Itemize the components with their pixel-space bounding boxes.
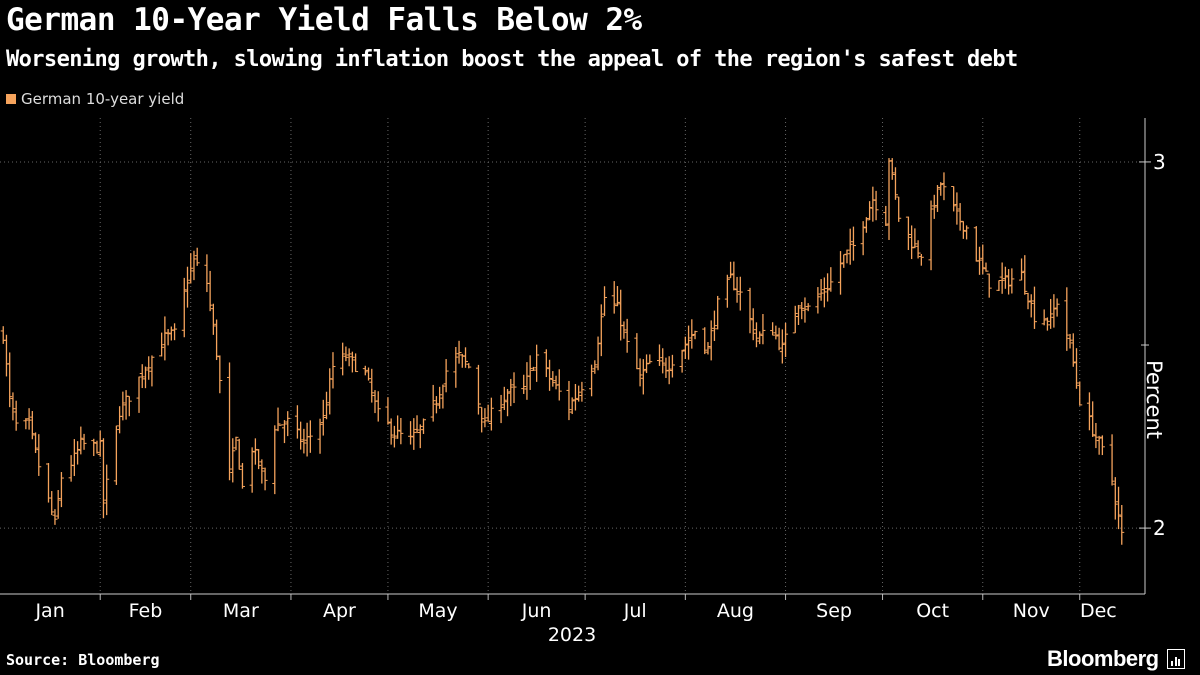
x-tick-label: Oct bbox=[916, 600, 949, 622]
x-tick-label: Mar bbox=[223, 600, 259, 622]
x-tick-label: Nov bbox=[1013, 600, 1050, 622]
legend-label: German 10-year yield bbox=[21, 90, 185, 108]
x-tick-label: Dec bbox=[1080, 600, 1117, 622]
x-tick-label: Sep bbox=[816, 600, 852, 622]
x-tick-label: Jan bbox=[34, 600, 64, 622]
chart-title: German 10-Year Yield Falls Below 2% bbox=[6, 2, 642, 38]
x-tick-label: Jul bbox=[623, 600, 647, 622]
brand-logo: Bloomberg bbox=[1047, 646, 1185, 672]
x-tick-label: Feb bbox=[129, 600, 163, 622]
y-tick-label: 2 bbox=[1153, 516, 1166, 540]
x-tick-label: May bbox=[418, 600, 457, 622]
brand-wordmark: Bloomberg bbox=[1047, 646, 1159, 671]
y-tick-label: 3 bbox=[1153, 150, 1166, 174]
x-tick-label: Aug bbox=[717, 600, 754, 622]
x-tick-label: Apr bbox=[323, 600, 356, 622]
x-axis-year-label: 2023 bbox=[548, 624, 596, 646]
chart-bars-icon bbox=[1166, 649, 1185, 669]
legend: German 10-year yield bbox=[6, 90, 184, 108]
chart-subtitle: Worsening growth, slowing inflation boos… bbox=[6, 47, 1018, 72]
legend-swatch bbox=[6, 94, 16, 104]
x-tick-label: Jun bbox=[521, 600, 552, 622]
source-note: Source: Bloomberg bbox=[6, 651, 160, 669]
y-axis-label: Percent bbox=[1142, 360, 1166, 440]
